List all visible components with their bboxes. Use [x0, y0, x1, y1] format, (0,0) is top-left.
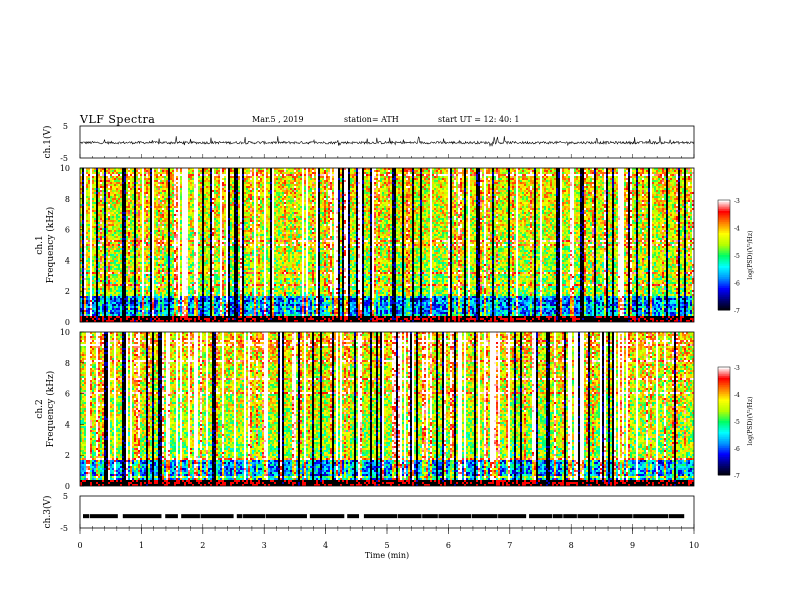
y-tick-label: 2: [65, 287, 70, 296]
time-axis: 0 1 2 3 4 5 6 7 8 9 10 Time (min): [77, 528, 699, 560]
y-tick-label: 4: [65, 420, 70, 429]
y-tick-label: 2: [65, 451, 70, 460]
ch3-trace-segment: [310, 514, 344, 518]
colorbar-tick-label: -3: [734, 365, 740, 372]
vlf-spectra-figure: 5-5ch.1(V) 0246810ch.1 Frequency (kHz) 02…: [0, 0, 792, 612]
ch3-trace-segment: [529, 514, 552, 518]
colorbar-tick-label: -3: [734, 198, 740, 205]
ch3-trace-segment: [165, 514, 178, 518]
y-tick-label: 4: [65, 256, 70, 265]
ch3-trace-segment: [266, 514, 307, 518]
colorbar-tick-label: -5: [734, 253, 740, 260]
x-axis-label: Time (min): [365, 551, 409, 560]
x-tick-label: 6: [446, 541, 451, 550]
x-tick-label: 8: [569, 541, 574, 550]
y-tick-label: 0: [65, 482, 70, 491]
ch3-trace-segment: [181, 514, 200, 518]
ch3-trace-segment: [422, 514, 438, 518]
ch3-trace-segment: [83, 514, 89, 518]
y-tick-label: -5: [60, 154, 68, 163]
y-tick-label: 8: [65, 195, 70, 204]
y-tick-label: 8: [65, 359, 70, 368]
ch1-spectrogram-panel: 0 2 4 6 8 10 ch.1 Frequency (kHz): [35, 164, 694, 327]
x-tick-label: 10: [689, 541, 699, 550]
x-tick-label: 2: [200, 541, 205, 550]
colorbar-tick-label: -4: [734, 392, 740, 399]
ch3-trace-segment: [472, 514, 498, 518]
y-tick-label: 6: [65, 226, 70, 235]
ch2-colorbar: -3 -4 -5 -6 -7 log(PSD)(V²/Hz): [718, 365, 754, 480]
x-tick-label: 5: [384, 541, 389, 550]
y-axis-label-channel: ch.1: [35, 235, 45, 254]
y-tick-label: -5: [60, 524, 68, 533]
colorbar-label: log(PSD)(V²/Hz): [747, 231, 754, 280]
ch3-trace-segment: [90, 514, 118, 518]
panel-frame: [80, 496, 694, 528]
ch3-trace-segment: [237, 514, 243, 518]
colorbar-tick-label: -6: [734, 281, 740, 288]
y-tick-label: 0: [65, 318, 70, 327]
x-tick-label: 7: [507, 541, 512, 550]
colorbar-tick-label: -7: [734, 473, 740, 480]
y-tick-label: 5: [63, 492, 68, 501]
y-axis-label-frequency: Frequency (kHz): [45, 207, 56, 284]
ch1-colorbar: -3 -4 -5 -6 -7 log(PSD)(V²/Hz): [718, 198, 754, 315]
ch3-trace-segment: [599, 514, 632, 518]
ch3-trace-segment: [577, 514, 598, 518]
x-tick-label: 4: [323, 541, 328, 550]
ch3-trace-segment: [633, 514, 668, 518]
ch3-trace-segment: [123, 514, 162, 518]
y-tick-label: 6: [65, 390, 70, 399]
colorbar-tick-label: -7: [734, 308, 740, 315]
ch3-trace-segment: [669, 514, 685, 518]
ch3-trace-segment: [563, 514, 577, 518]
ch1-voltage-panel: 5 -5 ch.1(V): [42, 122, 694, 163]
colorbar-tick-label: -5: [734, 419, 740, 426]
ch3-trace-segment: [243, 514, 265, 518]
x-tick-label: 0: [77, 541, 82, 550]
colorbar-label: log(PSD)(V²/Hz): [747, 397, 754, 446]
ch3-trace-segment: [201, 514, 234, 518]
spectrogram-image: [80, 332, 694, 486]
y-axis-label: ch.1(V): [42, 126, 53, 159]
x-tick-label: 9: [630, 541, 635, 550]
ch1-voltage-trace: [80, 136, 694, 146]
spectrogram-image: [80, 168, 694, 322]
y-tick-label: 10: [60, 328, 70, 337]
ch3-trace-segment: [498, 514, 526, 518]
x-tick-label: 1: [139, 541, 144, 550]
ch3-trace-segment: [364, 514, 397, 518]
y-tick-label: 10: [60, 164, 70, 173]
y-axis-label-frequency: Frequency (kHz): [45, 371, 56, 448]
ch3-trace-segment: [398, 514, 422, 518]
ch3-trace-segment: [438, 514, 471, 518]
y-tick-label: 5: [63, 122, 68, 131]
ch3-trace-segment: [553, 514, 563, 518]
colorbar-tick-label: -4: [734, 226, 740, 233]
y-axis-label: ch.3(V): [42, 496, 53, 529]
ch2-spectrogram-panel: 0 2 4 6 8 10 ch.2 Frequency (kHz): [35, 328, 694, 491]
ch3-voltage-panel: 5 -5 ch.3(V): [42, 492, 694, 533]
x-tick-label: 3: [262, 541, 267, 550]
y-axis-label-channel: ch.2: [35, 399, 45, 418]
ch3-trace-segment: [347, 514, 359, 518]
colorbar-tick-label: -6: [734, 446, 740, 453]
